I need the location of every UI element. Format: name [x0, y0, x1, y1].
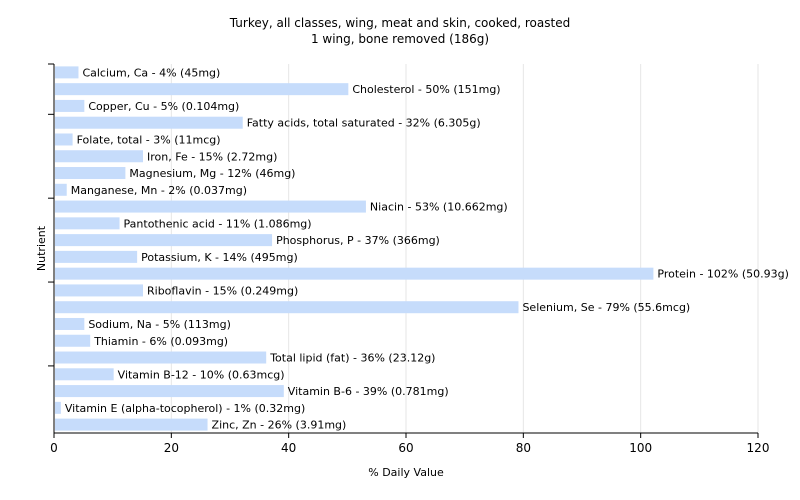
bar-label: Sodium, Na - 5% (113mg): [88, 318, 231, 331]
bar: [55, 385, 284, 398]
bar-label: Copper, Cu - 5% (0.104mg): [88, 100, 239, 113]
x-tick-label: 40: [281, 441, 296, 455]
bar-label: Vitamin B-12 - 10% (0.63mcg): [118, 368, 285, 381]
bar-label: Riboflavin - 15% (0.249mg): [147, 284, 298, 297]
bar: [55, 317, 85, 330]
bar: [55, 334, 91, 347]
bar: [55, 418, 208, 431]
bar: [55, 116, 243, 129]
bar: [55, 150, 143, 163]
bar: [55, 284, 143, 297]
bar: [55, 401, 61, 414]
bar-label: Magnesium, Mg - 12% (46mg): [129, 167, 295, 180]
bar-label: Potassium, K - 14% (495mg): [141, 251, 298, 264]
x-tick-label: 0: [50, 441, 58, 455]
x-tick-label: 100: [629, 441, 652, 455]
chart-subtitle: 1 wing, bone removed (186g): [310, 32, 490, 46]
x-tick-label: 60: [398, 441, 413, 455]
bar-label: Total lipid (fat) - 36% (23.12g): [269, 352, 435, 365]
bar-label: Calcium, Ca - 4% (45mg): [82, 66, 220, 79]
bar-label: Thiamin - 6% (0.093mg): [93, 335, 228, 348]
bar: [55, 351, 267, 364]
bar: [55, 167, 126, 180]
bar-label: Cholesterol - 50% (151mg): [352, 83, 500, 96]
bar: [55, 250, 138, 263]
bar-label: Folate, total - 3% (11mcg): [77, 133, 221, 146]
bar: [55, 183, 67, 196]
bar-label: Vitamin B-6 - 39% (0.781mg): [288, 385, 449, 398]
x-axis-title: % Daily Value: [368, 466, 444, 479]
bar-label: Vitamin E (alpha-tocopherol) - 1% (0.32m…: [65, 402, 305, 415]
bar-label: Fatty acids, total saturated - 32% (6.30…: [247, 117, 481, 130]
bar: [55, 200, 366, 213]
bar-label: Pantothenic acid - 11% (1.086mg): [124, 217, 312, 230]
x-tick-label: 80: [516, 441, 531, 455]
bar-label: Niacin - 53% (10.662mg): [370, 201, 508, 214]
bar: [55, 133, 73, 146]
bar-label: Iron, Fe - 15% (2.72mg): [147, 150, 277, 163]
bar: [55, 301, 519, 314]
bar-label: Zinc, Zn - 26% (3.91mg): [212, 419, 347, 432]
bar: [55, 234, 273, 247]
bar-label: Selenium, Se - 79% (55.6mcg): [522, 301, 690, 314]
chart-title: Turkey, all classes, wing, meat and skin…: [229, 16, 571, 30]
bar: [55, 99, 85, 112]
x-tick-label: 20: [164, 441, 179, 455]
bar-label: Protein - 102% (50.93g): [657, 268, 789, 281]
bar: [55, 267, 654, 280]
y-axis-title: Nutrient: [35, 225, 48, 271]
bar: [55, 368, 114, 381]
bar-label: Manganese, Mn - 2% (0.037mg): [71, 184, 247, 197]
bar: [55, 217, 120, 230]
bar: [55, 83, 349, 96]
x-tick-label: 120: [747, 441, 770, 455]
bar: [55, 66, 79, 79]
bar-label: Phosphorus, P - 37% (366mg): [276, 234, 440, 247]
